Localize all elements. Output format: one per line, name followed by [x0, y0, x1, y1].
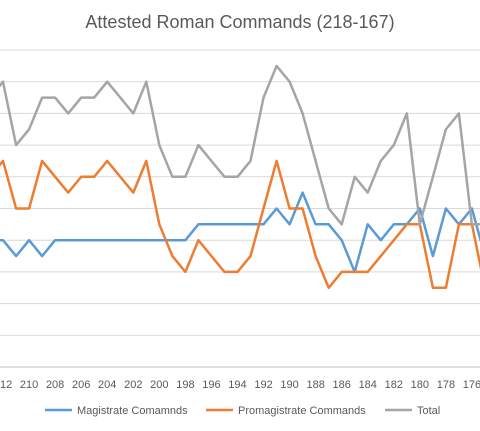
legend-label: Total — [417, 405, 440, 417]
x-tick-label: 190 — [280, 379, 298, 391]
chart-title: Attested Roman Commands (218-167) — [85, 12, 394, 32]
x-tick-label: 186 — [333, 379, 351, 391]
x-axis: 212 210 208 206 204 202 200 198 196 194 192 190 188 1… — [0, 366, 480, 391]
x-tick-label: 196 — [202, 379, 220, 391]
x-tick-label: 192 — [254, 379, 272, 391]
x-tick-label: 210 — [20, 379, 38, 391]
series-lines — [0, 64, 480, 290]
x-tick-label: 178 — [437, 379, 455, 391]
x-tick-label: 194 — [228, 379, 246, 391]
legend: Magistrate Comamnds Promagistrate Command… — [45, 405, 440, 417]
x-tick-label: 206 — [72, 379, 90, 391]
series-line-promagistrate-commands — [0, 159, 480, 290]
series-line-magistrate-comamnds — [0, 191, 480, 274]
x-tick-label: 182 — [385, 379, 403, 391]
x-tick-label: 212 — [0, 379, 12, 391]
x-tick-label: 208 — [46, 379, 64, 391]
x-tick-label: 188 — [306, 379, 324, 391]
x-tick-label: 200 — [150, 379, 168, 391]
x-tick-label: 204 — [98, 379, 116, 391]
grid-lines — [0, 49, 480, 336]
series-line-total — [0, 64, 480, 226]
x-tick-label: 176 — [463, 379, 480, 391]
legend-label: Promagistrate Commands — [238, 405, 366, 417]
x-tick-label: 202 — [124, 379, 142, 391]
x-tick-label: 198 — [176, 379, 194, 391]
x-tick-label: 184 — [359, 379, 377, 391]
x-tick-label: 180 — [411, 379, 429, 391]
legend-label: Magistrate Comamnds — [77, 405, 188, 417]
